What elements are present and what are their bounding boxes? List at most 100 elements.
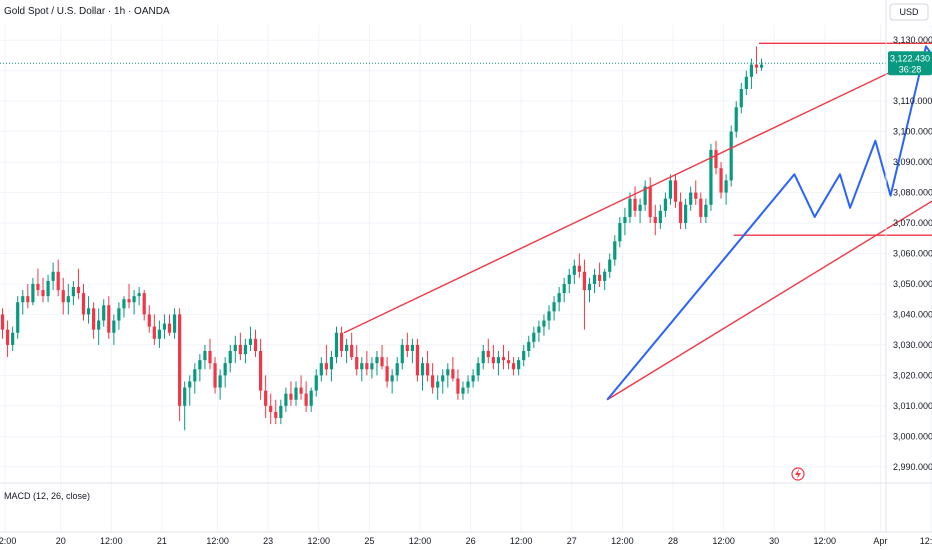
candle-body [248, 338, 253, 345]
candle [476, 357, 480, 382]
candle-body [694, 192, 698, 199]
candle-body [26, 296, 30, 303]
projection-path[interactable] [606, 45, 932, 401]
candle [309, 387, 313, 412]
candle-body [506, 360, 511, 364]
candle-body [178, 314, 182, 406]
candle-body [754, 64, 759, 68]
candle [365, 350, 369, 376]
candle-body [729, 131, 733, 181]
candle [112, 314, 116, 345]
candle-body [592, 274, 597, 284]
candle-body [587, 283, 592, 291]
candle [562, 277, 566, 303]
candle [289, 381, 293, 406]
macd-label: MACD (12, 26, close) [4, 491, 90, 501]
time-tick-label: 12:00 [308, 536, 331, 546]
current-price-label: 3,122.430 [890, 53, 930, 63]
candle [97, 308, 101, 345]
candle [511, 357, 516, 376]
candle-body [284, 393, 288, 406]
grid [0, 25, 932, 532]
candle [643, 180, 647, 211]
candle-body [365, 363, 369, 370]
candle-body [734, 107, 738, 132]
candle [603, 268, 607, 291]
candle [102, 299, 106, 327]
candle-body [501, 357, 506, 361]
candle-body [137, 293, 141, 297]
candle [552, 296, 556, 321]
candle [41, 277, 45, 303]
candle-body [704, 204, 708, 217]
candle [410, 338, 414, 364]
candle [117, 302, 121, 330]
candle [21, 290, 25, 315]
candle-body [491, 357, 495, 364]
candle [658, 204, 662, 230]
candle [420, 357, 425, 391]
candle-body [223, 363, 227, 376]
candle [694, 180, 698, 205]
candle-body [425, 363, 430, 376]
candle-body [269, 405, 273, 412]
candle [314, 369, 318, 397]
candle [223, 357, 227, 388]
candle [218, 369, 222, 400]
candle-body [309, 390, 313, 406]
candle [456, 369, 460, 400]
candle-body [299, 387, 303, 394]
candle-body [446, 369, 450, 376]
price-tick-label: 3,060.000 [893, 249, 932, 259]
candle-body [71, 287, 75, 297]
price-axis[interactable]: 3,130.0003,120.0003,110.0003,100.0003,09… [893, 35, 932, 472]
candle-body [648, 186, 652, 217]
candle [81, 283, 86, 321]
candle-body [678, 201, 683, 224]
candle-body [608, 259, 612, 272]
candle-body [420, 363, 425, 376]
candle-body [238, 344, 242, 355]
candle [744, 70, 748, 96]
candle-body [451, 369, 455, 379]
time-axis[interactable]: 12:00 20 12:00 21 12:00 23 12:00 25 12:00 26 12:00… [0, 536, 932, 546]
candle-body [719, 168, 723, 193]
candle [127, 283, 131, 309]
time-tick-label: 12:00 [510, 536, 533, 546]
candle-body [21, 296, 25, 303]
upper-trendline-line[interactable] [343, 31, 932, 334]
candle [496, 350, 501, 376]
currency-button[interactable] [889, 3, 929, 21]
candle [360, 357, 364, 382]
candle [137, 287, 141, 306]
candle [248, 326, 253, 351]
price-tick-label: 3,020.000 [893, 370, 932, 380]
candle-body [243, 344, 248, 355]
candle [501, 344, 506, 370]
candle-body [117, 308, 121, 321]
candle-body [552, 302, 556, 312]
candle-body [304, 393, 308, 406]
candle-body [0, 314, 5, 330]
candle-body [132, 296, 136, 303]
candle [238, 332, 242, 361]
lower-trendline-line[interactable] [606, 199, 932, 401]
candle-body [441, 375, 445, 382]
candle-body [51, 271, 55, 281]
candle [471, 369, 475, 388]
candle-body [233, 344, 237, 351]
candle [542, 314, 546, 336]
alert-icon[interactable] [791, 467, 805, 481]
candle-body [360, 363, 364, 370]
candle [203, 344, 207, 370]
time-tick-label: 28 [668, 536, 678, 546]
candle-body [739, 88, 743, 108]
candle-body [294, 387, 298, 400]
candle [436, 375, 440, 400]
candle-body [97, 320, 101, 330]
time-tick-label: 26 [466, 536, 476, 546]
candle [425, 350, 430, 382]
candle [162, 314, 167, 339]
candle [188, 375, 192, 406]
